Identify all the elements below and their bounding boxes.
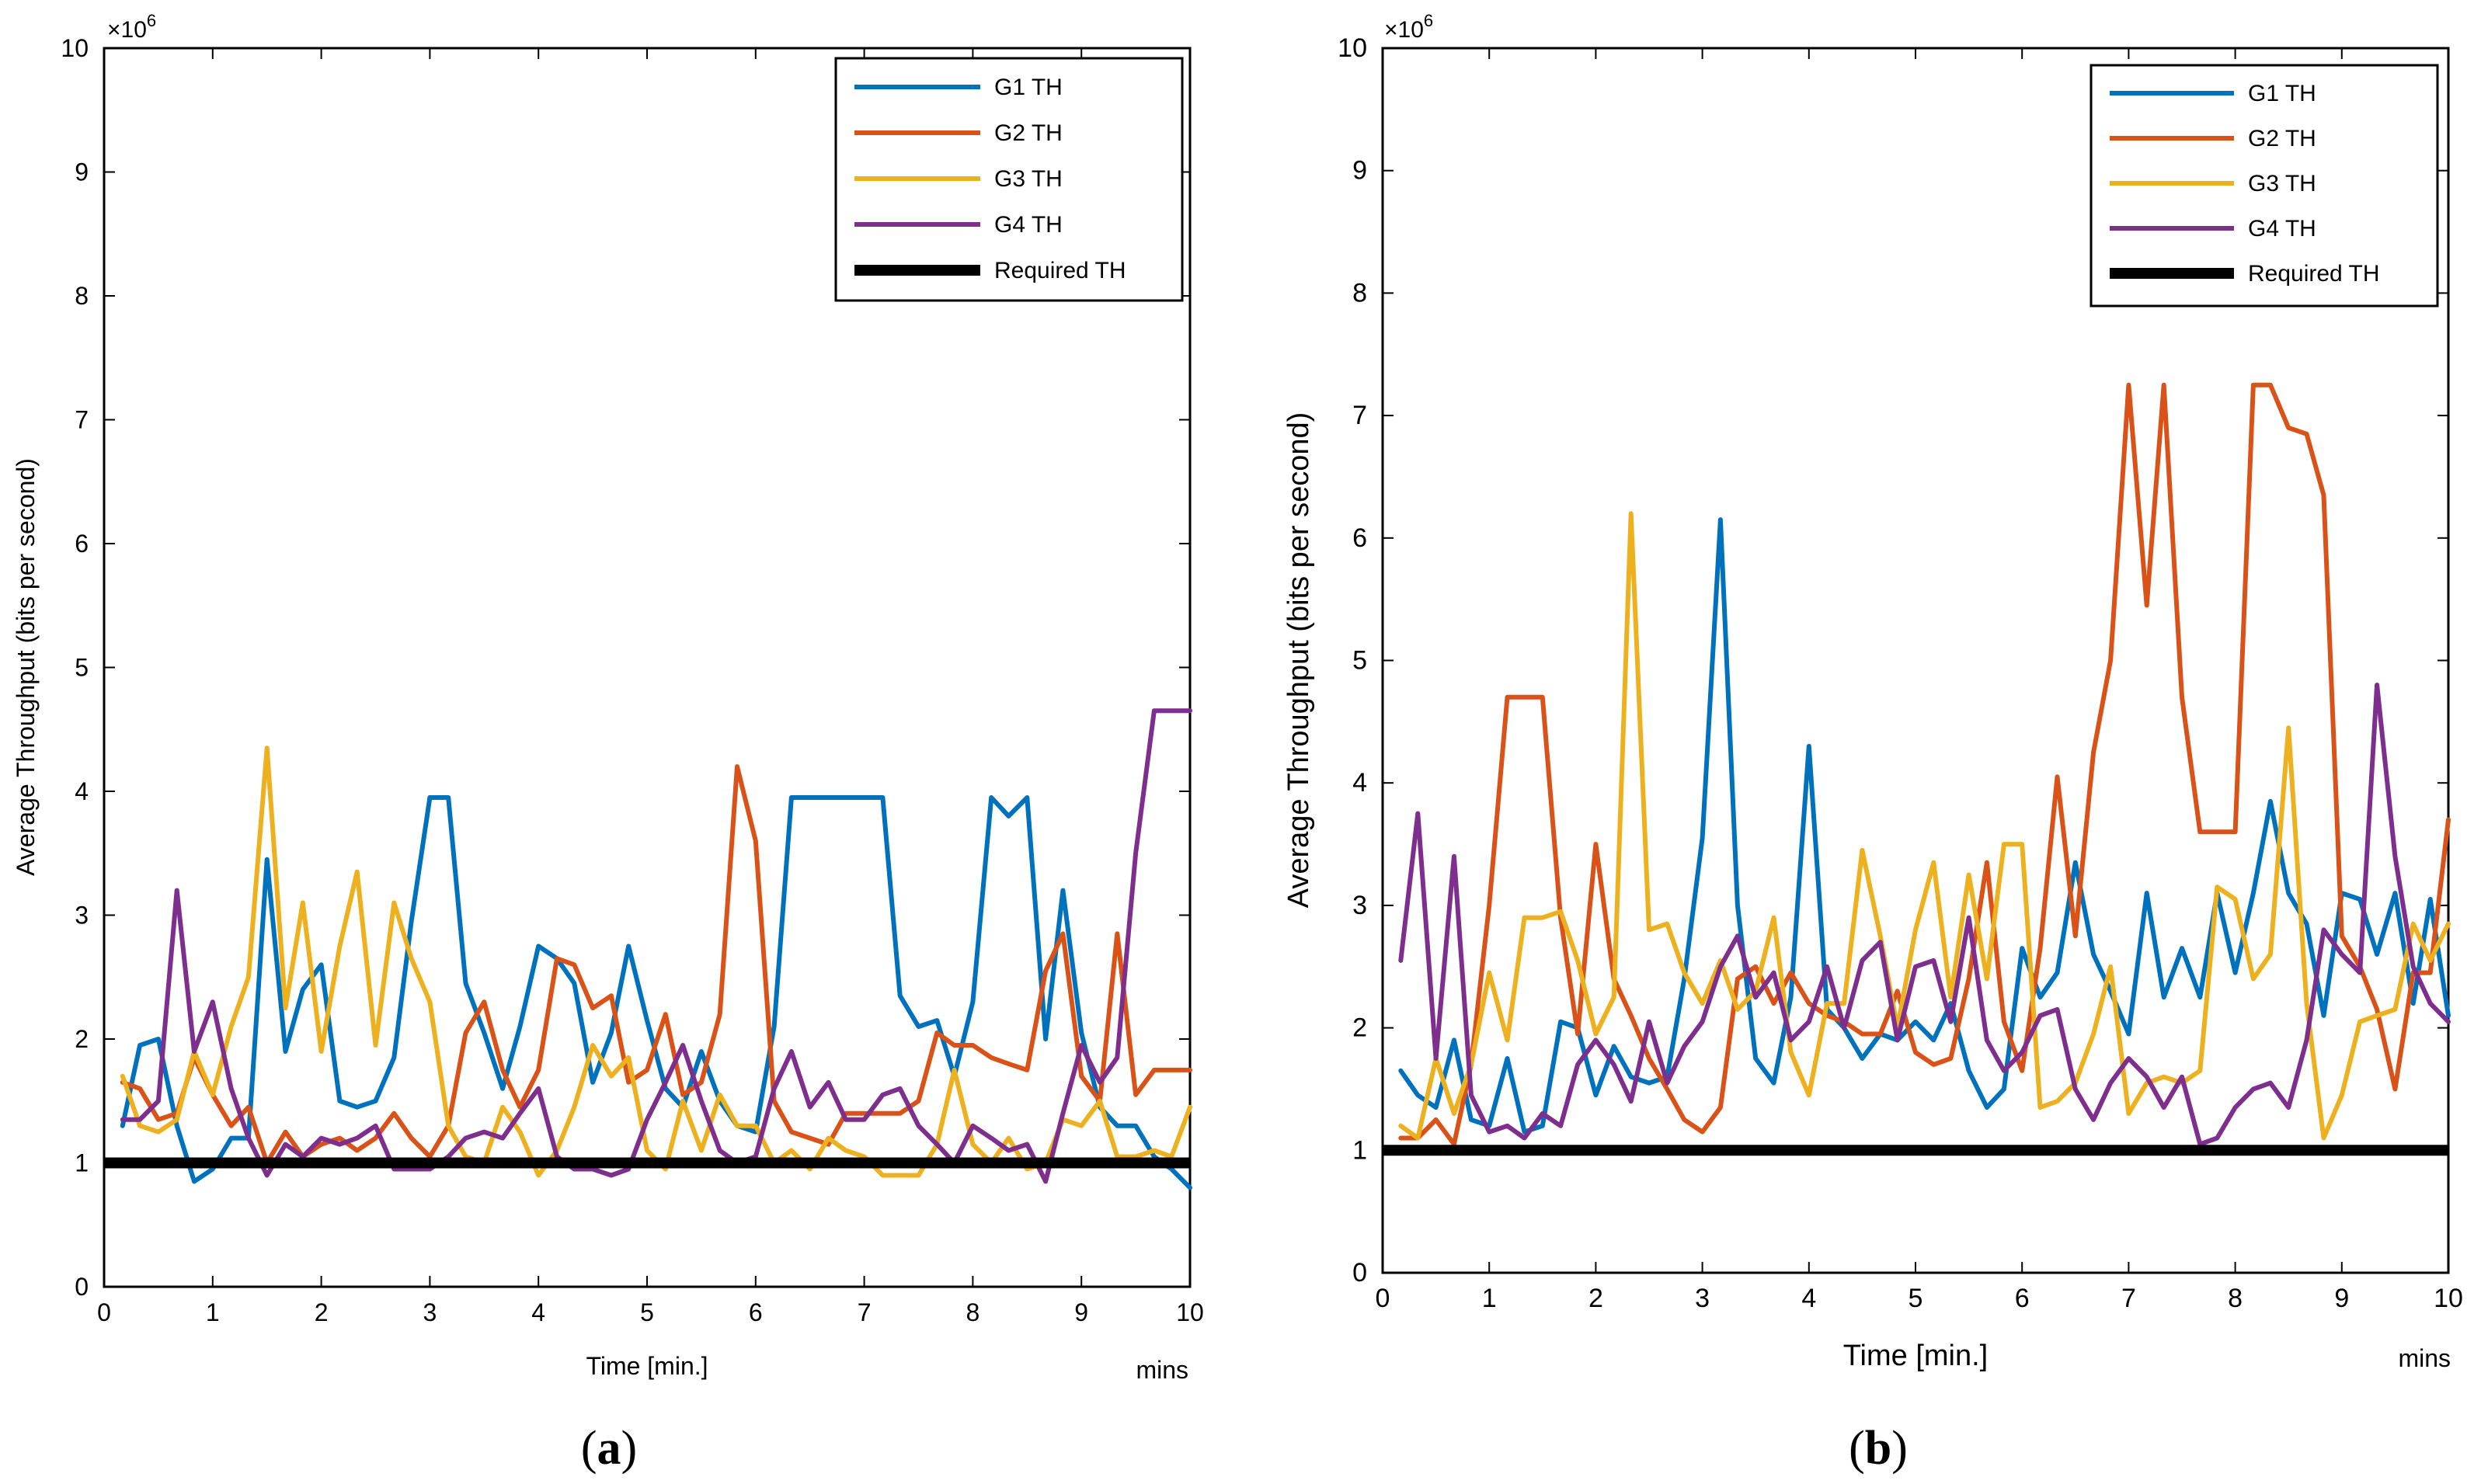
x-tick-label-a-7: 7 (858, 1298, 872, 1326)
y-tick-label-b-10: 10 (1338, 33, 1367, 63)
y-tick-label-a-10: 10 (61, 34, 89, 62)
x-unit-label-a: mins (1136, 1356, 1188, 1384)
legend-label-a-3: G4 TH (994, 212, 1063, 238)
x-tick-label-b-8: 8 (2228, 1284, 2243, 1313)
y-tick-label-a-7: 7 (75, 406, 89, 434)
y-tick-label-a-8: 8 (75, 282, 89, 310)
x-tick-label-a-10: 10 (1176, 1298, 1204, 1326)
y-tick-label-a-9: 9 (75, 158, 89, 186)
x-tick-label-b-3: 3 (1695, 1284, 1710, 1313)
x-axis-label-a: Time [min.] (586, 1352, 708, 1380)
x-tick-label-a-5: 5 (640, 1298, 654, 1326)
x-tick-label-b-0: 0 (1376, 1284, 1390, 1313)
legend-label-b-3: G4 TH (2248, 216, 2316, 242)
legend-label-a-0: G1 TH (994, 75, 1063, 100)
x-tick-label-a-1: 1 (206, 1298, 220, 1326)
y-tick-label-b-7: 7 (1352, 401, 1367, 430)
y-tick-label-a-5: 5 (75, 654, 89, 682)
x-tick-label-b-2: 2 (1588, 1284, 1603, 1313)
legend-label-a-1: G2 TH (994, 120, 1063, 146)
y-tick-label-a-2: 2 (75, 1025, 89, 1053)
x-tick-label-b-1: 1 (1482, 1284, 1497, 1313)
x-axis-label-b: Time [min.] (1843, 1340, 1989, 1372)
x-tick-label-a-0: 0 (97, 1298, 111, 1326)
legend-b: G1 TH G2 TH G3 TH G4 TH Required TH (2090, 64, 2439, 308)
series-line-b-g3-th (1398, 511, 2451, 1141)
panel-label-a: (a) (581, 1422, 637, 1475)
y-tick-label-b-2: 2 (1352, 1013, 1367, 1043)
legend-label-b-1: G2 TH (2248, 126, 2316, 151)
y-axis-label-b: Average Throughput (bits per second) (1282, 412, 1315, 909)
y-tick-label-a-0: 0 (75, 1273, 89, 1301)
y-tick-label-a-6: 6 (75, 530, 89, 558)
x-tick-label-b-5: 5 (1909, 1284, 1923, 1313)
x-tick-label-a-3: 3 (423, 1298, 437, 1326)
legend-box-b (2090, 64, 2439, 308)
series-line-a-g1-th (120, 795, 1192, 1190)
y-axis-label-a: Average Throughput (bits per second) (12, 458, 40, 876)
x-tick-label-b-4: 4 (1801, 1284, 1816, 1313)
y-tick-label-a-4: 4 (75, 777, 89, 805)
legend-label-b-0: G1 TH (2248, 81, 2316, 106)
series-line-b-g4-th (1398, 683, 2451, 1147)
y-tick-label-b-3: 3 (1352, 891, 1367, 920)
legend-label-b-4: Required TH (2248, 261, 2380, 287)
y-tick-label-b-1: 1 (1352, 1135, 1367, 1165)
y-tick-label-b-6: 6 (1352, 523, 1367, 553)
x-tick-label-b-6: 6 (2015, 1284, 2030, 1313)
legend-label-a-2: G3 TH (994, 166, 1063, 192)
x-tick-label-b-7: 7 (2121, 1284, 2136, 1313)
y-tick-label-b-8: 8 (1352, 278, 1367, 308)
series-line-a-g4-th (120, 708, 1192, 1184)
y-tick-label-a-1: 1 (75, 1149, 89, 1177)
exponent-label-a: ×106 (107, 11, 156, 43)
y-tick-label-b-4: 4 (1352, 768, 1367, 798)
chart-panel-b: 0 1 2 3 4 5 6 7 8 9 10 0 1 2 3 4 5 6 7 8 9 10 ×106 Average Th… (1282, 11, 2463, 1475)
legend-a: G1 TH G2 TH G3 TH G4 TH Required TH (834, 57, 1184, 302)
x-unit-label-b: mins (2398, 1344, 2451, 1372)
y-tick-label-b-9: 9 (1352, 156, 1367, 186)
legend-label-a-4: Required TH (994, 258, 1126, 283)
x-tick-label-a-2: 2 (315, 1298, 329, 1326)
x-tick-label-a-6: 6 (749, 1298, 763, 1326)
chart-panel-a: 0 1 2 3 4 5 6 7 8 9 10 0 1 2 3 4 5 6 7 8 9 10 ×106 Average Th… (12, 11, 1204, 1475)
panel-label-b: (b) (1849, 1422, 1908, 1475)
y-tick-label-a-3: 3 (75, 902, 89, 930)
x-tick-label-b-9: 9 (2334, 1284, 2349, 1313)
legend-label-b-2: G3 TH (2248, 171, 2316, 196)
series-line-b-g2-th (1398, 382, 2451, 1147)
exponent-label-b: ×106 (1384, 11, 1433, 43)
x-tick-label-a-8: 8 (966, 1298, 980, 1326)
x-tick-label-a-9: 9 (1074, 1298, 1088, 1326)
y-tick-label-b-0: 0 (1352, 1258, 1367, 1288)
y-tick-label-b-5: 5 (1352, 646, 1367, 676)
x-tick-label-a-4: 4 (531, 1298, 545, 1326)
x-tick-label-b-10: 10 (2434, 1284, 2463, 1313)
